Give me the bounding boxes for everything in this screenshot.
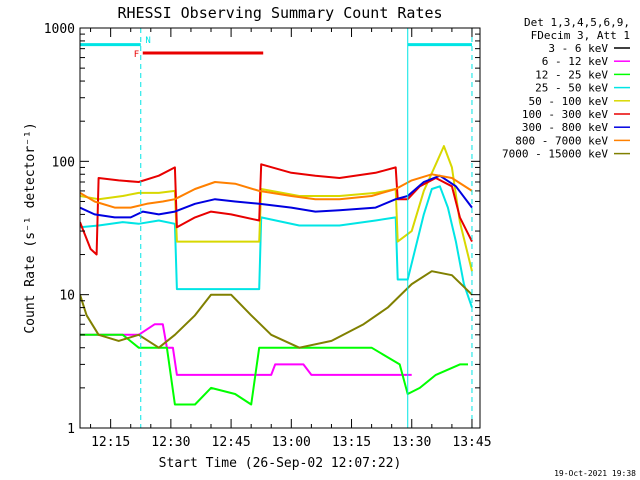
series-line-5 [80, 163, 473, 256]
chart-title: RHESSI Observing Summary Count Rates [117, 4, 442, 22]
legend-header-0: Det 1,3,4,5,6,9, [524, 16, 630, 29]
axis-layer: 1 10 100 1000 12:15 12:30 12:45 13:00 13:15 13:30… [44, 22, 492, 450]
legend-entry-4: 50 - 100 keV [529, 95, 609, 108]
legend-entry-1: 6 - 12 keV [542, 55, 609, 68]
timestamp: 19-Oct-2021 19:38 [554, 469, 636, 478]
y-tick-label-1: 10 [59, 289, 75, 304]
x-tick-label-6: 13:45 [452, 435, 491, 450]
legend-entry-0: 3 - 6 keV [548, 42, 608, 55]
y-tick-label-2: 100 [52, 155, 75, 170]
legend-header-1: FDecim 3, Att 1 [531, 29, 630, 42]
series-line-7 [80, 173, 473, 209]
night-marker: N [145, 36, 150, 46]
legend-entry-7: 800 - 7000 keV [515, 134, 608, 147]
series-line-6 [80, 174, 473, 219]
series-line-2 [80, 333, 468, 406]
x-tick-label-3: 13:00 [272, 435, 311, 450]
series-line-4 [80, 145, 473, 272]
legend-entry-6: 300 - 800 keV [522, 121, 608, 134]
series-line-3 [80, 185, 473, 308]
x-tick-label-1: 12:30 [151, 435, 190, 450]
x-tick-label-0: 12:15 [91, 435, 130, 450]
x-tick-label-2: 12:45 [212, 435, 251, 450]
series-line-1 [80, 323, 412, 376]
x-axis-label: Start Time (26-Sep-02 12:07:22) [159, 456, 402, 471]
series-layer [80, 145, 473, 406]
legend-entry-5: 100 - 300 keV [522, 108, 608, 121]
x-tick-label-4: 13:15 [332, 435, 371, 450]
series-line-8 [80, 270, 473, 349]
legend-entry-2: 12 - 25 keV [535, 68, 608, 81]
y-tick-label-0: 1 [67, 422, 75, 437]
flare-label: F [134, 50, 139, 60]
plot-frame [79, 27, 481, 429]
y-tick-label-3: 1000 [44, 22, 75, 37]
legend-entry-3: 25 - 50 keV [535, 82, 608, 95]
legend: Det 1,3,4,5,6,9,FDecim 3, Att 13 - 6 keV… [502, 16, 630, 161]
legend-entry-8: 7000 - 15000 keV [502, 148, 608, 161]
x-tick-label-5: 13:30 [392, 435, 431, 450]
y-axis-label: Count Rate (s⁻¹ detector⁻¹) [23, 122, 38, 333]
